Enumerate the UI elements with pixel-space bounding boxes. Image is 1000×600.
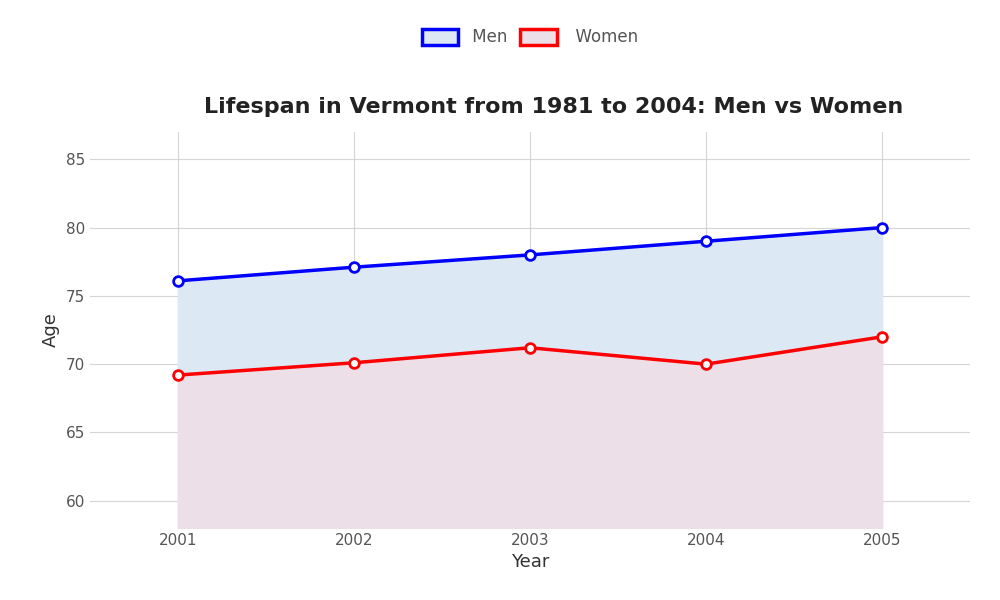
- Legend:  Men,   Women: Men, Women: [415, 22, 645, 53]
- X-axis label: Year: Year: [511, 553, 549, 571]
- Y-axis label: Age: Age: [42, 313, 60, 347]
- Text: Lifespan in Vermont from 1981 to 2004: Men vs Women: Lifespan in Vermont from 1981 to 2004: M…: [204, 97, 904, 116]
